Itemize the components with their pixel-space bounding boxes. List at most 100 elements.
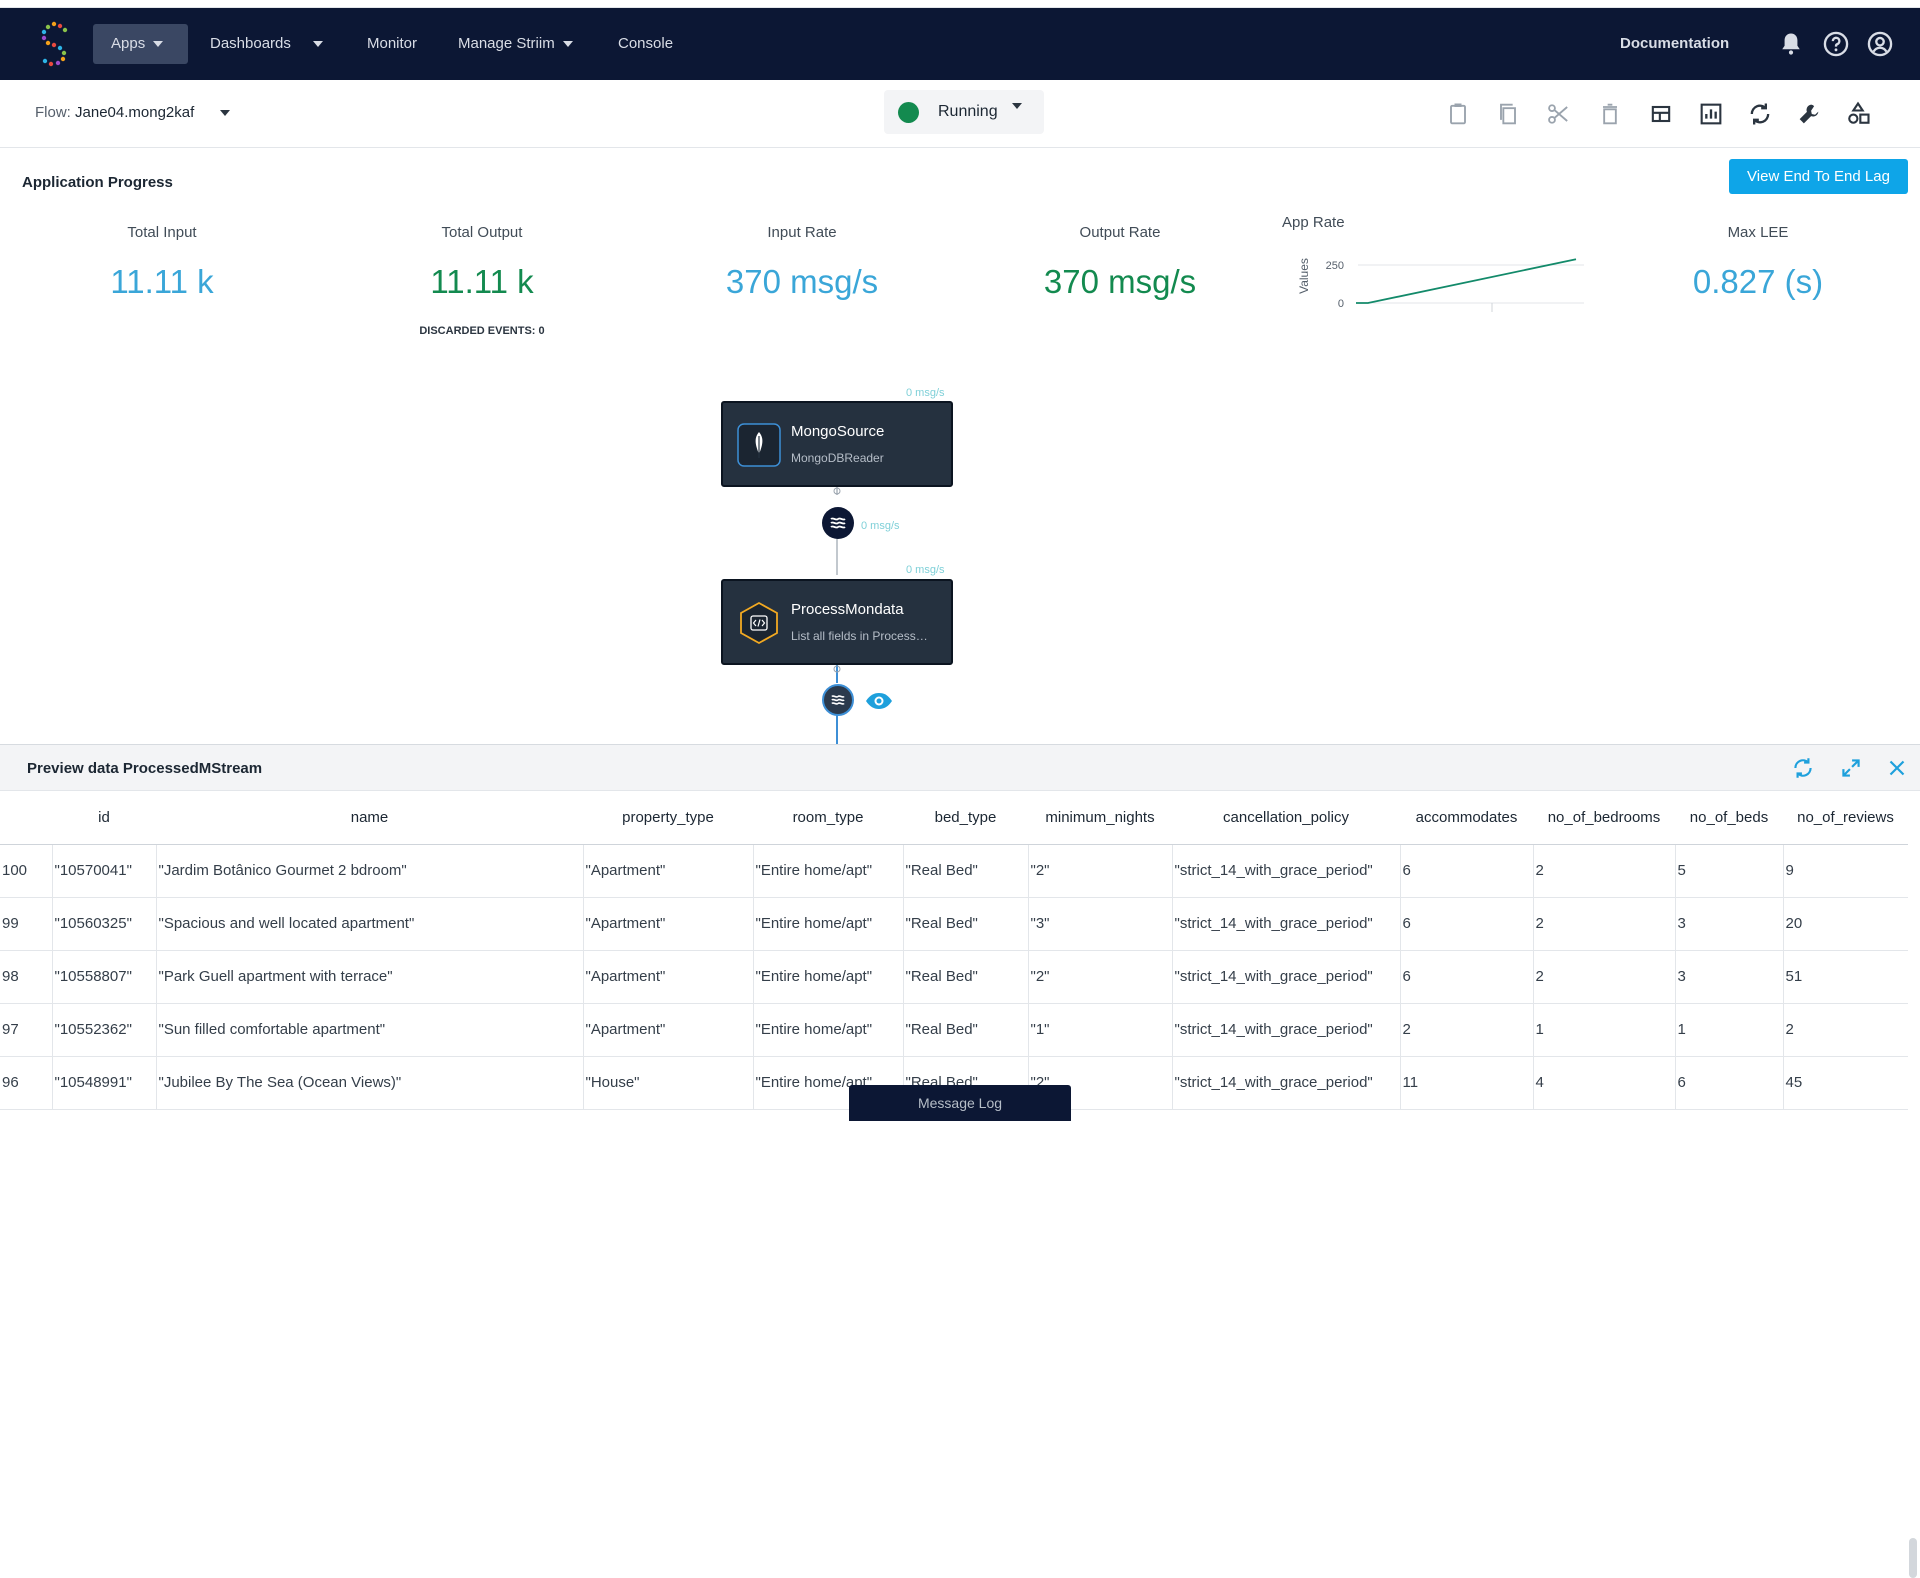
scissors-icon[interactable]: [1545, 100, 1573, 128]
table-cell: 5: [1674, 844, 1783, 898]
shapes-icon[interactable]: [1844, 100, 1872, 128]
close-icon[interactable]: [1884, 755, 1910, 781]
column-header[interactable]: name: [156, 792, 583, 845]
chart-ytick-250: 250: [1326, 260, 1344, 272]
processed-stream-node[interactable]: [822, 684, 854, 716]
table-cell: "10548991": [51, 1056, 156, 1110]
table-row[interactable]: 100 "10570041" "Jardim Botânico Gourmet 2 …: [0, 844, 1908, 898]
copy-icon[interactable]: [1494, 100, 1522, 128]
table-cell: "Jardim Botânico Gourmet 2 bdroom": [155, 844, 583, 898]
column-header[interactable]: no_of_bedrooms: [1533, 792, 1675, 845]
refresh-icon[interactable]: [1790, 755, 1816, 781]
nav-apps-label: Apps: [111, 35, 146, 52]
column-header[interactable]: id: [52, 792, 156, 845]
table-header-row: id name property_type room_type bed_type…: [0, 792, 1908, 845]
flow-selector[interactable]: Flow: Jane04.mong2kaf: [35, 104, 194, 121]
table-cell: 100: [0, 844, 52, 898]
table-cell: "2": [1027, 844, 1172, 898]
table-cell: 6: [1399, 844, 1533, 898]
column-header[interactable]: accommodates: [1400, 792, 1533, 845]
table-row[interactable]: 99 "10560325" "Spacious and well located a…: [0, 897, 1908, 951]
table-cell: "Entire home/apt": [752, 1003, 903, 1057]
nav-console-label: Console: [618, 35, 674, 52]
table-cell: "Jubilee By The Sea (Ocean Views)": [155, 1056, 583, 1110]
table-cell: "Park Guell apartment with terrace": [155, 950, 583, 1004]
column-header[interactable]: cancellation_policy: [1172, 792, 1400, 845]
table-scrollbar[interactable]: [1909, 1538, 1917, 1578]
table-cell: 2: [1532, 844, 1675, 898]
top-border: [0, 0, 1920, 8]
status-label: Running: [938, 103, 998, 120]
chevron-down-icon[interactable]: [220, 110, 230, 116]
column-header[interactable]: room_type: [753, 792, 903, 845]
wrench-icon[interactable]: [1795, 100, 1823, 128]
expand-icon[interactable]: [1838, 755, 1864, 781]
message-log-tab[interactable]: Message Log: [849, 1085, 1071, 1121]
refresh-flow-icon[interactable]: [1746, 100, 1774, 128]
clipboard-icon[interactable]: [1444, 100, 1472, 128]
chart-series-line: [1356, 258, 1577, 304]
flow-connector: [833, 665, 841, 745]
table-cell: 99: [0, 897, 52, 951]
table-cell: 1: [1532, 1003, 1675, 1057]
table-cell: "Apartment": [582, 844, 753, 898]
trash-icon[interactable]: [1596, 100, 1624, 128]
layout-icon[interactable]: [1647, 100, 1675, 128]
metric-label: Max LEE: [1727, 224, 1789, 241]
table-cell: "Entire home/apt": [752, 950, 903, 1004]
chevron-down-icon: [1012, 103, 1022, 109]
view-end-to-end-lag-button[interactable]: View End To End Lag: [1729, 159, 1908, 194]
node-subtitle: List all fields in Process…: [791, 629, 928, 643]
node-title: ProcessMondata: [791, 601, 904, 618]
nav-dashboards-label: Dashboards: [210, 35, 291, 52]
help-icon[interactable]: [1822, 30, 1850, 58]
column-header[interactable]: minimum_nights: [1028, 792, 1172, 845]
app-rate-chart: Values 250 0: [1297, 258, 1584, 312]
table-row[interactable]: 97 "10552362" "Sun filled comfortable apar…: [0, 1003, 1908, 1057]
nav-dashboards[interactable]: Dashboards: [210, 8, 323, 80]
bar-chart-icon[interactable]: [1697, 100, 1725, 128]
stream-wave-icon: [830, 517, 846, 529]
metric-total-input: Total Input 11.11 k: [32, 224, 292, 301]
stream-node[interactable]: [822, 507, 854, 539]
flow-toolbar: Flow: Jane04.mong2kaf Running: [0, 80, 1920, 148]
column-header[interactable]: property_type: [583, 792, 753, 845]
user-account-icon[interactable]: [1866, 30, 1894, 58]
table-cell: "Entire home/apt": [752, 844, 903, 898]
metric-value: 11.11 k: [430, 263, 534, 300]
table-row[interactable]: 98 "10558807" "Park Guell apartment with t…: [0, 950, 1908, 1004]
nav-monitor[interactable]: Monitor: [367, 8, 417, 80]
table-cell: 96: [0, 1056, 52, 1110]
table-cell: 2: [1782, 1003, 1908, 1057]
table-cell: 6: [1399, 897, 1533, 951]
top-navbar: Apps Dashboards Monitor Manage Striim Co…: [0, 8, 1920, 80]
column-header[interactable]: no_of_reviews: [1783, 792, 1908, 845]
nav-manage-striim-label: Manage Striim: [458, 35, 555, 52]
column-header[interactable]: no_of_beds: [1675, 792, 1783, 845]
bell-icon[interactable]: [1777, 30, 1805, 58]
table-cell: 3: [1674, 950, 1783, 1004]
table-cell: "Entire home/apt": [752, 897, 903, 951]
table-cell: "Apartment": [582, 1003, 753, 1057]
table-cell: "10558807": [51, 950, 156, 1004]
table-row[interactable]: 96 "10548991" "Jubilee By The Sea (Ocean V…: [0, 1056, 1908, 1110]
chart-ytick-0: 0: [1338, 298, 1344, 310]
table-cell: "Sun filled comfortable apartment": [155, 1003, 583, 1057]
process-mondata-node[interactable]: ProcessMondata List all fields in Proces…: [721, 579, 953, 665]
table-cell: "strict_14_with_grace_period": [1171, 897, 1400, 951]
metric-value: 0.827 (s): [1692, 263, 1824, 300]
column-header[interactable]: bed_type: [903, 792, 1028, 845]
nav-console[interactable]: Console: [618, 8, 673, 80]
nav-documentation[interactable]: Documentation: [1620, 8, 1729, 80]
table-cell: "Real Bed": [902, 1003, 1028, 1057]
nav-apps-button[interactable]: Apps: [93, 24, 188, 64]
table-cell: "Real Bed": [902, 897, 1028, 951]
chart-ylabel: Values: [1297, 258, 1311, 294]
mongo-source-node[interactable]: MongoSource MongoDBReader: [721, 401, 953, 487]
nav-manage-striim[interactable]: Manage Striim: [458, 8, 573, 80]
preview-header: Preview data ProcessedMStream: [0, 745, 1920, 791]
table-cell: 97: [0, 1003, 52, 1057]
app-status-dropdown[interactable]: Running: [884, 90, 1044, 134]
metric-total-output: Total Output 11.11 k: [352, 224, 612, 301]
eye-icon[interactable]: [864, 690, 894, 712]
